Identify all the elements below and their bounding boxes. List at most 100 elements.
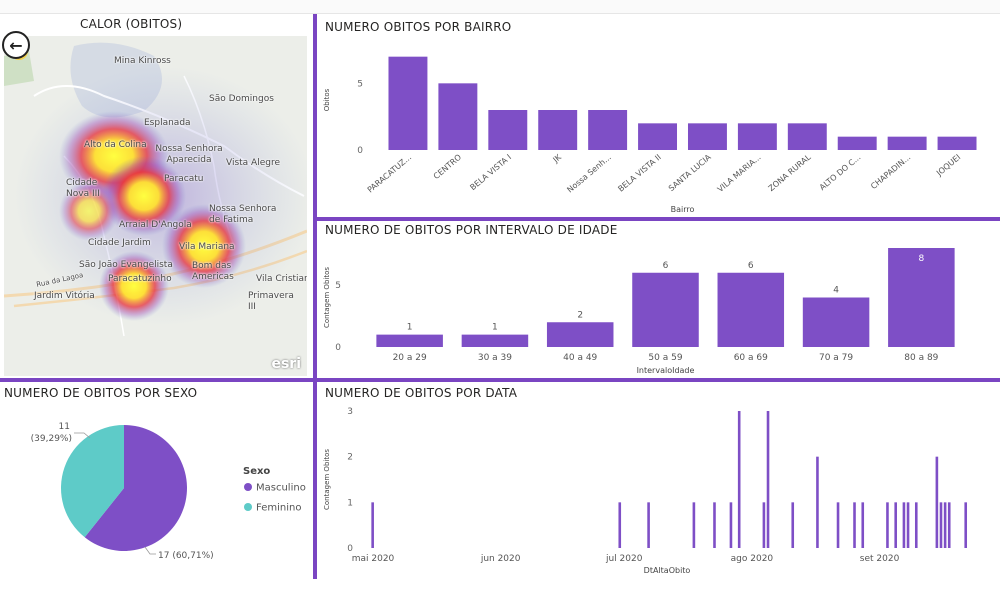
x-tick-label: ALTO DO C... [818,153,863,193]
map-label: Cidade Nova III [66,178,100,199]
x-tick-label: BELA VISTA II [616,153,662,194]
bar [737,123,777,150]
bar [853,502,856,548]
bar [737,411,741,548]
y-tick-label: 1 [347,498,353,508]
data-label: 8 [918,254,924,264]
bar [618,502,622,548]
bar [438,83,478,150]
bar [902,502,906,548]
bar [388,56,428,150]
map-label: Vila Mariana [179,242,235,252]
map-panel: CALOR (OBITOS) [0,14,311,378]
x-axis-label: DtAltaObito [644,566,691,575]
horizontal-separator [0,378,1000,382]
data-label: 6 [748,261,754,271]
data-label: 6 [663,261,669,271]
y-axis-label: Contagem Obitos [323,267,331,328]
x-tick-label: SANTA LUCIA [667,152,713,193]
sexo-panel: NUMERO DE OBITOS POR SEXO 11 (39,29%) 17 (… [0,382,313,579]
pie-label-feminino-count: 11 [59,422,70,432]
idade-panel: NUMERO DE OBITOS POR INTERVALO DE IDADE … [317,221,1000,378]
map-label: Mina Kinross [114,56,171,66]
bar [762,502,766,548]
bar [816,456,819,548]
bar [887,136,927,150]
map-label: São João Evangelista [79,260,173,270]
data-panel: NUMERO DE OBITOS POR DATA 0 1 2 3 Contagem O… [317,382,1000,579]
pie-slice [84,425,187,551]
leader-line [144,546,156,555]
x-tick-label: ago 2020 [731,554,774,564]
bar [588,110,628,150]
bar [546,322,614,347]
map-label: Nossa Senhora Aparecida [155,144,223,165]
bar [632,272,699,347]
bar [717,272,785,347]
map-title: CALOR (OBITOS) [80,17,183,31]
map-label: Paracatu [164,174,204,184]
x-tick-label: 20 a 29 [393,353,427,363]
x-tick-label: JK [551,152,564,165]
x-tick-label: PARACATUZ... [366,153,414,195]
bar [713,502,716,548]
pie-label-masculino: 17 (60,71%) [158,551,214,561]
heat-map-canvas [4,36,307,376]
map-label: Esplanada [144,118,191,128]
y-tick-label: 3 [347,407,353,417]
bar [766,411,770,548]
bairro-panel: NUMERO OBITOS POR BAIRRO 0 5 Obitos PARACAT… [317,14,1000,217]
sexo-title: NUMERO DE OBITOS POR SEXO [4,386,198,400]
x-tick-label: set 2020 [860,554,900,564]
x-tick-label: Nossa Senh... [565,153,612,195]
map-label: Bom das Americas [192,261,234,282]
legend-item: Feminino [256,503,301,514]
y-tick-label: 2 [347,453,353,463]
bar [787,123,827,150]
map-label: Nossa Senhora de Fatima [209,204,277,225]
bar [836,502,840,548]
map-label: Alto da Colina [84,140,147,150]
bar [802,297,870,347]
bar [687,123,727,150]
horizontal-separator [313,217,1000,221]
data-label: 4 [833,286,839,296]
y-tick-label: 5 [357,79,363,89]
bar [937,136,977,150]
bar [488,110,528,150]
bar [939,502,943,548]
data-label: 1 [407,323,413,333]
bar [538,110,578,150]
legend-marker [244,503,252,511]
bar [791,502,795,548]
bar [376,334,443,347]
bar [906,502,910,548]
x-tick-label: 60 a 69 [734,353,768,363]
map-label: Primavera III [248,291,294,312]
x-tick-label: CENTRO [432,153,463,181]
x-tick-label: mai 2020 [352,554,395,564]
heat-map[interactable]: Mina Kinross São Domingos Esplanada Alto… [4,36,307,376]
data-label: 2 [577,310,583,320]
top-strip [0,0,1000,14]
x-tick-label: JOQUEI [934,153,962,179]
y-axis-label: Obitos [323,88,331,111]
x-tick-label: 80 a 89 [904,353,938,363]
x-tick-label: VILA MARIA... [716,153,763,194]
bar [947,502,951,548]
bar [964,502,968,548]
y-tick-label: 5 [335,281,341,291]
vertical-separator [313,14,317,579]
data-label: 1 [492,323,498,333]
map-label: Paracatuzinho [108,274,172,284]
legend-marker [244,483,252,491]
map-label: Cidade Jardim [88,238,151,248]
bar [943,502,947,548]
bar [886,502,889,548]
back-arrow-icon[interactable]: ← [2,31,30,59]
data-chart: 0 1 2 3 Contagem Obitos mai 2020 jun 2020 jul 2… [323,407,968,575]
map-label: São Domingos [209,94,274,104]
x-tick-label: 40 a 49 [563,353,597,363]
bairro-chart: 0 5 Obitos PARACATUZ... CENTRO BELA VISTA I JK… [323,56,977,214]
